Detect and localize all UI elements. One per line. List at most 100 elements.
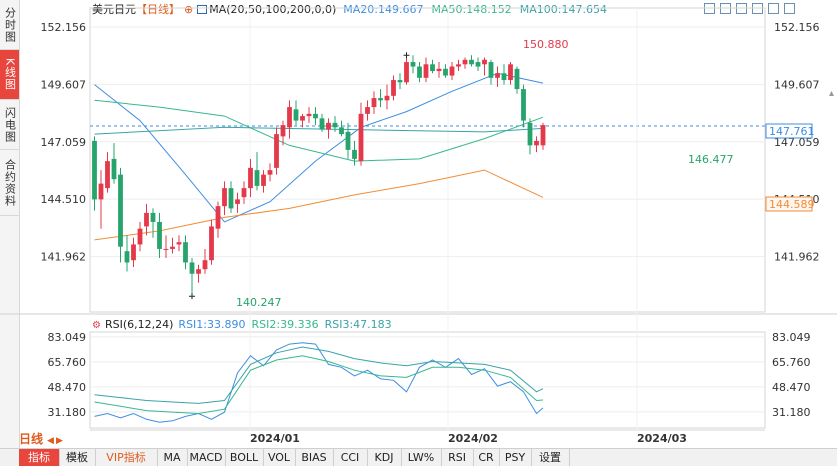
indicator-tab-[interactable]: 指标: [19, 449, 60, 466]
candle: [384, 84, 390, 110]
current-price-value: 147.761: [769, 125, 815, 138]
candle: [254, 152, 260, 191]
candle-body: [404, 62, 409, 83]
rsi-line-rsi2: [94, 355, 544, 415]
indicator-tab-psy[interactable]: PSY: [499, 449, 532, 466]
candle-body: [371, 98, 377, 108]
rsi-tick-right: 83.049: [772, 331, 811, 344]
candle-body: [391, 80, 396, 96]
candle-body: [488, 62, 494, 78]
candle-body: [508, 64, 513, 81]
candle: [280, 120, 286, 146]
chart-axes: 152.156 152.156 149.607 149.607 147.059 147.0…: [41, 21, 820, 445]
indicator-tab-vol[interactable]: VOL: [263, 449, 296, 466]
price-tick-right: 152.156: [774, 21, 820, 34]
high-price-label: 150.880: [523, 38, 569, 51]
indicator-tab-boll[interactable]: BOLL: [225, 449, 264, 466]
candle: [540, 122, 546, 150]
candle-body: [105, 161, 110, 189]
tab-kline-chart[interactable]: K线图: [0, 50, 19, 100]
candle-body: [118, 174, 123, 247]
candle-body: [235, 199, 240, 204]
candle-body: [144, 212, 149, 227]
candle: [287, 100, 292, 139]
candle: [150, 208, 156, 238]
candle: [222, 181, 227, 216]
candle-body: [157, 221, 162, 249]
price-tick-right: 147.059: [774, 136, 820, 149]
candle: [449, 62, 455, 81]
candle: [534, 136, 539, 153]
candle: [521, 84, 526, 128]
indicator-tab-ma[interactable]: MA: [157, 449, 188, 466]
candle: [352, 140, 357, 166]
tab-contract-info[interactable]: 合约资料: [0, 150, 19, 216]
candle: [501, 64, 507, 85]
candle: [456, 59, 461, 72]
indicator-tab-vip[interactable]: VIP指标: [95, 449, 158, 466]
rsi-tick-left: 83.049: [48, 331, 87, 344]
candle: [196, 264, 201, 283]
indicator-tab-kdj[interactable]: KDJ: [367, 449, 402, 466]
side-tab-strip: 分时图 K线图 闪电图 合约资料: [0, 0, 20, 448]
period-tag[interactable]: 【日线】: [136, 3, 180, 16]
ma-settings-icon[interactable]: [197, 5, 208, 14]
indicator-tab-[interactable]: 模板: [59, 449, 96, 466]
chevron-right-icon[interactable]: ▶: [55, 436, 63, 446]
candle: [436, 62, 442, 78]
candle: [430, 59, 435, 74]
tab-time-chart-label: 分时图: [3, 6, 17, 43]
candle-body: [482, 59, 487, 65]
indicator-tab-rsi[interactable]: RSI: [441, 449, 474, 466]
indicator-tab-bias[interactable]: BIAS: [295, 449, 334, 466]
low-price-label: 140.247: [236, 296, 282, 309]
candle: [514, 66, 520, 94]
chevron-left-icon[interactable]: ◀: [47, 436, 54, 446]
low-marker: [189, 293, 195, 300]
tab-contract-info-label: 合约资料: [3, 158, 17, 207]
tab-flash-chart[interactable]: 闪电图: [0, 100, 19, 150]
candle: [495, 66, 500, 87]
indicator-tab-macd[interactable]: MACD: [187, 449, 226, 466]
tab-kline-chart-label: K线图: [3, 58, 17, 91]
candle-body: [111, 158, 117, 180]
rsi-line-rsi3: [94, 346, 544, 404]
period-selector[interactable]: 日线 ◀ ▶: [19, 431, 63, 447]
candle-body: [300, 116, 305, 121]
price-chart[interactable]: 152.156 152.156 149.607 149.607 147.059 147.0…: [0, 0, 837, 448]
candle-body: [443, 68, 448, 76]
candle: [300, 113, 305, 128]
date-label: 2024/03: [637, 432, 687, 445]
candle-body: [365, 107, 370, 114]
scroll-up-icon[interactable]: [829, 91, 834, 96]
candle: [508, 62, 513, 85]
candle-body: [332, 122, 338, 128]
rsi-settings-icon[interactable]: ⚙: [92, 320, 101, 331]
price-tick-left: 147.059: [41, 136, 87, 149]
candle: [137, 221, 143, 252]
candle-body: [183, 242, 188, 263]
moving-average-lines: [94, 72, 544, 241]
candle-body: [456, 64, 461, 67]
price-tick-right: 141.962: [774, 251, 820, 264]
right-icon[interactable]: [784, 3, 795, 14]
candle: [488, 59, 494, 85]
candle-body: [469, 59, 474, 65]
candle: [404, 55, 409, 85]
price-tick-left: 141.962: [41, 251, 87, 264]
indicator-tab-[interactable]: 设置: [531, 449, 570, 466]
indicator-tab-lw[interactable]: LW%: [401, 449, 442, 466]
candle: [241, 181, 247, 204]
candle-body: [495, 73, 500, 78]
indicator-tab-cci[interactable]: CCI: [333, 449, 368, 466]
add-indicator-icon[interactable]: ⊕: [184, 3, 194, 16]
candle: [293, 100, 299, 126]
left-icon[interactable]: [768, 3, 779, 14]
ma200-price-tag: 144.589: [765, 196, 815, 212]
indicator-tab-cr[interactable]: CR: [473, 449, 500, 466]
rsi-tick-right: 31.180: [772, 406, 811, 419]
tab-time-chart[interactable]: 分时图: [0, 0, 19, 50]
rsi-legend: ⚙ RSI(6,12,24) RSI1:33.890 RSI2:39.336 RSI3:…: [92, 318, 392, 332]
tab-flash-chart-label: 闪电图: [3, 106, 17, 143]
indicator-bar: 指标 模板 VIP指标 MA MACD BOLL VOL BIAS CCI KDJ LW% RSI CR…: [0, 448, 837, 466]
